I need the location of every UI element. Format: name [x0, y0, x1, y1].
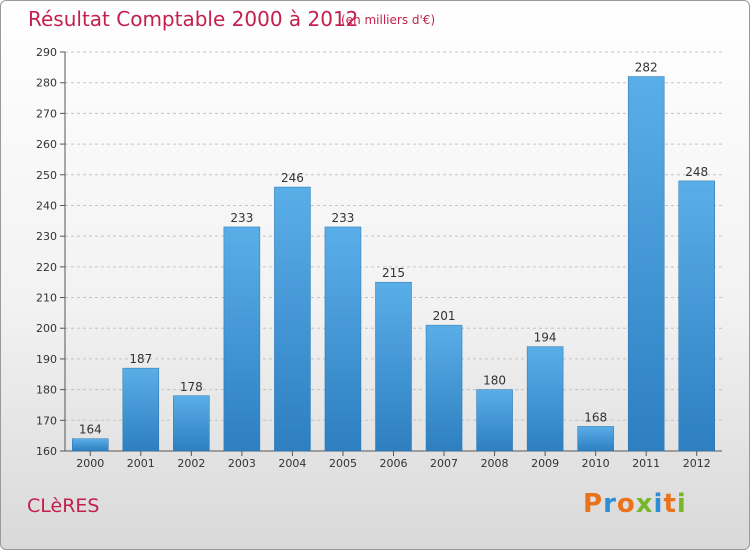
y-tick-label: 220 [36, 261, 57, 274]
y-tick-label: 180 [36, 384, 57, 397]
x-tick-label: 2009 [531, 457, 559, 470]
logo-letter: x [635, 489, 654, 519]
data-label: 215 [382, 266, 405, 280]
bar-2008 [476, 389, 513, 452]
chart-subtitle: (en milliers d'€) [341, 13, 436, 27]
bars [72, 76, 715, 452]
logo-letter: P [583, 489, 604, 519]
data-label: 282 [635, 61, 658, 75]
bar-2000 [72, 438, 109, 452]
x-tick-label: 2000 [76, 457, 104, 470]
data-label: 187 [129, 352, 152, 366]
x-tick-label: 2001 [127, 457, 155, 470]
data-label: 168 [584, 410, 607, 424]
axes: 160 170 180 190 200 210 220 230 240 250 260 270 280 2… [36, 46, 722, 458]
y-tick-label: 160 [36, 445, 57, 458]
x-tick-label: 2006 [380, 457, 408, 470]
logo-letter: r [603, 489, 617, 519]
bar-2012 [678, 180, 715, 452]
y-tick-label: 260 [36, 138, 57, 151]
chart-title: Résultat Comptable 2000 à 2012 [28, 7, 359, 31]
bar-2010 [577, 426, 614, 452]
labels: 164 2000 187 2001 178 2002 233 2003 246 2004 233 20… [76, 61, 710, 470]
logo-letter: i [676, 489, 687, 519]
y-tick-label: 280 [36, 77, 57, 90]
y-tick-label: 200 [36, 322, 57, 335]
x-tick-label: 2007 [430, 457, 458, 470]
x-tick-label: 2010 [582, 457, 610, 470]
x-tick-label: 2012 [683, 457, 711, 470]
y-tick-label: 190 [36, 353, 57, 366]
data-label: 233 [332, 211, 355, 225]
data-label: 194 [534, 331, 557, 345]
bar-2007 [425, 324, 463, 452]
bar-2004 [274, 186, 311, 452]
x-tick-label: 2002 [177, 457, 205, 470]
y-tick-label: 170 [36, 414, 57, 427]
y-tick-label: 250 [36, 169, 57, 182]
bar-2011 [627, 76, 665, 452]
data-label: 246 [281, 171, 304, 185]
data-label: 201 [433, 309, 456, 323]
x-tick-label: 2004 [278, 457, 306, 470]
y-tick-label: 290 [36, 46, 57, 59]
data-label: 180 [483, 374, 506, 388]
bar-2001 [122, 367, 160, 452]
logo-letter: o [616, 489, 636, 519]
x-tick-label: 2011 [632, 457, 660, 470]
bar-2006 [375, 281, 412, 452]
bar-2009 [526, 346, 564, 452]
logo-letter: i [653, 489, 664, 519]
y-tick-label: 230 [36, 230, 57, 243]
y-tick-label: 240 [36, 199, 57, 212]
bar-2003 [223, 226, 261, 452]
data-label: 178 [180, 380, 203, 394]
x-tick-label: 2005 [329, 457, 357, 470]
commune-name: CLèRES [27, 495, 100, 517]
proxiti-logo: Proxiti [583, 489, 687, 519]
data-label: 233 [230, 211, 253, 225]
x-tick-label: 2008 [481, 457, 509, 470]
bar-2002 [173, 395, 210, 452]
x-tick-label: 2003 [228, 457, 256, 470]
y-tick-label: 210 [36, 292, 57, 305]
y-tick-label: 270 [36, 107, 57, 120]
bar-2005 [324, 226, 362, 452]
data-label: 164 [79, 423, 102, 437]
logo-letter: t [663, 489, 677, 519]
data-label: 248 [685, 165, 708, 179]
